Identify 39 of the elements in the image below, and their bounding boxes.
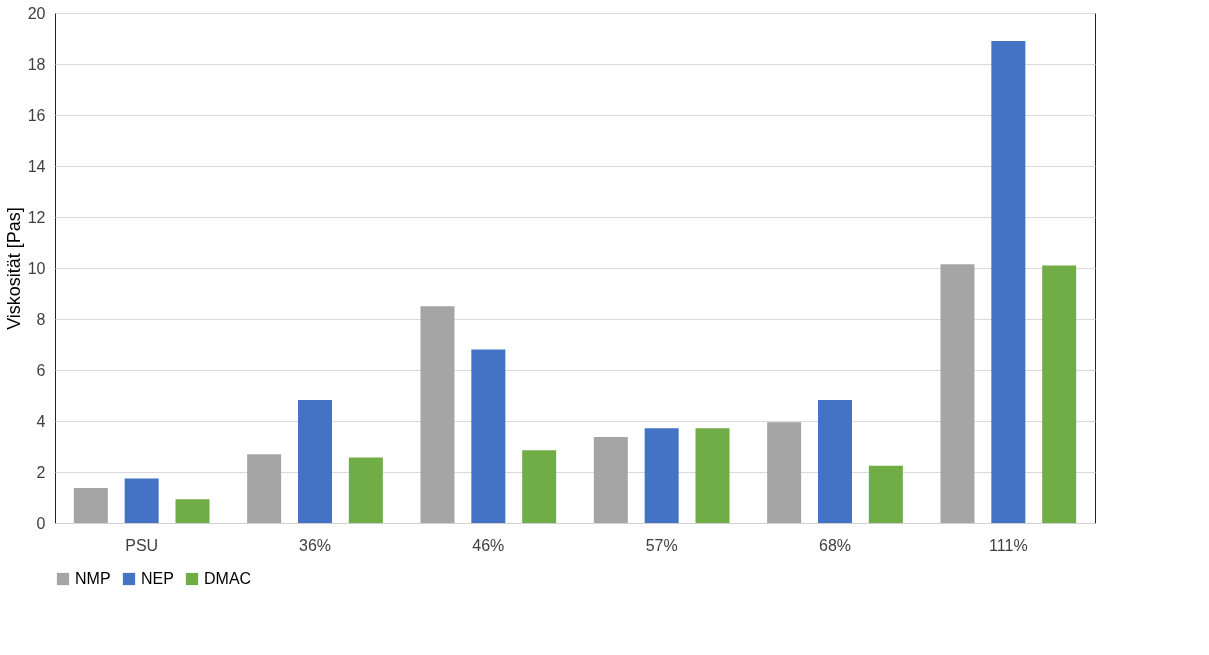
- y-axis-title: Viskosität [Pas]: [3, 207, 24, 330]
- y-tick-label: 8: [36, 310, 46, 328]
- y-tick-label: 12: [27, 208, 46, 226]
- bar: [1042, 265, 1077, 523]
- y-tick-label: 6: [36, 361, 46, 379]
- y-tick-label: 14: [27, 157, 46, 175]
- bar: [124, 478, 159, 523]
- y-tick-label: 16: [27, 106, 46, 124]
- legend-label: NMP: [75, 570, 111, 587]
- bar: [348, 457, 383, 523]
- x-tick-label: 111%: [989, 536, 1028, 554]
- legend-label: DMAC: [204, 570, 252, 587]
- x-tick-label: 46%: [472, 536, 505, 554]
- y-tick-label: 10: [27, 259, 46, 277]
- y-tick-label: 20: [27, 4, 46, 22]
- y-tick-label: 18: [27, 55, 46, 73]
- bar: [593, 437, 628, 523]
- legend-label: NEP: [141, 570, 174, 587]
- bar: [247, 454, 282, 523]
- bar: [420, 306, 455, 523]
- bar: [522, 450, 557, 523]
- bar: [644, 428, 679, 523]
- bar: [818, 400, 852, 523]
- bar: [175, 499, 210, 523]
- x-tick-label: 68%: [818, 536, 852, 554]
- y-tick-label: 4: [36, 412, 46, 430]
- bar: [298, 400, 332, 523]
- x-tick-label: PSU: [125, 536, 159, 554]
- bar: [940, 264, 975, 523]
- x-tick-label: 57%: [645, 536, 678, 554]
- bar: [695, 428, 730, 523]
- bar: [73, 488, 108, 523]
- y-tick-label: 2: [36, 463, 46, 481]
- bar: [868, 465, 903, 523]
- y-tick-label: 0: [36, 514, 46, 532]
- bar: [767, 422, 802, 523]
- bar: [471, 349, 506, 523]
- bar: [991, 41, 1026, 523]
- x-tick-label: 36%: [298, 536, 332, 554]
